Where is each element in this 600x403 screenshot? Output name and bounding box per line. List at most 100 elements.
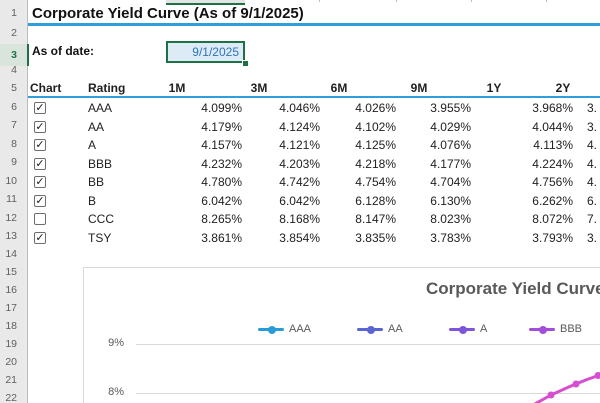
column-header-chart[interactable]: Chart [30,81,62,95]
value-cell-1m[interactable]: 8.265% [201,212,242,227]
column-header-2y[interactable]: 2Y [555,81,571,95]
row-number-10[interactable]: 10 [5,175,17,187]
checkbox-ccc[interactable] [34,213,46,226]
value-cell-1m[interactable]: 4.099% [201,101,242,115]
value-cell-1m[interactable]: 4.157% [201,138,242,153]
value-cell-2y-partial[interactable]: 4. [587,138,598,153]
value-cell-1m[interactable]: 4.232% [201,156,242,171]
checkbox-bbb[interactable]: ✓ [34,157,46,170]
value-cell-1y[interactable]: 4.113% [533,138,573,153]
value-cell-6m[interactable]: 4.102% [355,119,396,134]
value-cell-1y[interactable]: 4.044% [532,119,573,134]
value-cell-6m[interactable]: 4.026% [355,101,396,115]
value-cell-9m[interactable]: 3.783% [430,230,471,245]
checkbox-aaa[interactable]: ✓ [34,102,46,114]
column-header-1m[interactable]: 1M [168,81,186,95]
rating-cell[interactable]: AA [88,119,105,134]
column-header-3m[interactable]: 3M [250,81,268,95]
value-cell-2y-partial[interactable]: 3. [587,119,598,134]
value-cell-1y[interactable]: 4.756% [532,175,573,190]
row-number-9[interactable]: 9 [11,156,17,168]
value-cell-6m[interactable]: 4.125% [355,138,396,153]
value-cell-2y-partial[interactable]: 7. [587,212,598,227]
row-number-6[interactable]: 6 [11,101,17,113]
legend-item-bbb[interactable]: BBB [529,322,599,336]
row-number-3[interactable]: 3 [0,44,29,66]
value-cell-1y[interactable]: 3.968% [532,101,573,115]
value-cell-6m[interactable]: 4.218% [355,156,396,171]
row-number-18[interactable]: 18 [5,320,17,332]
legend-item-aaa[interactable]: AAA [258,322,328,336]
value-cell-1m[interactable]: 4.179% [201,119,242,134]
value-cell-1m[interactable]: 3.861% [201,230,242,245]
value-cell-9m[interactable]: 3.955% [430,101,471,115]
value-cell-1y[interactable]: 3.793% [532,230,573,245]
value-cell-3m[interactable]: 4.121% [279,138,320,153]
row-number-11[interactable]: 11 [6,193,17,205]
value-cell-9m[interactable]: 6.130% [430,193,471,208]
value-cell-6m[interactable]: 6.128% [355,193,396,208]
legend-item-a[interactable]: A [449,322,519,336]
value-cell-6m[interactable]: 8.147% [355,212,396,227]
column-header-rating[interactable]: Rating [88,81,126,95]
row-number-21[interactable]: 21 [5,374,17,386]
value-cell-2y-partial[interactable]: 6. [587,193,598,208]
checkbox-bb[interactable]: ✓ [34,176,46,189]
value-cell-1m[interactable]: 6.042% [201,193,242,208]
rating-cell[interactable]: TSY [88,230,112,245]
value-cell-9m[interactable]: 4.704% [430,175,471,190]
value-cell-3m[interactable]: 4.046% [279,101,320,115]
value-cell-1y[interactable]: 6.262% [532,193,573,208]
row-number-2[interactable]: 2 [11,27,17,39]
row-number-19[interactable]: 19 [5,338,17,350]
value-cell-9m[interactable]: 4.076% [430,138,471,153]
row-number-13[interactable]: 13 [5,230,17,242]
value-cell-3m[interactable]: 4.203% [279,156,320,171]
value-cell-1y[interactable]: 4.224% [532,156,573,171]
row-number-17[interactable]: 17 [5,302,17,314]
checkbox-b[interactable]: ✓ [34,194,46,207]
row-number-16[interactable]: 16 [5,284,17,296]
legend-item-aa[interactable]: AA [357,322,427,336]
value-cell-9m[interactable]: 4.029% [430,119,471,134]
row-number-1[interactable]: 1 [11,7,17,19]
value-cell-2y-partial[interactable]: 3. [587,230,598,245]
checkbox-tsy[interactable]: ✓ [34,231,46,244]
value-cell-3m[interactable]: 8.168% [279,212,320,227]
value-cell-2y-partial[interactable]: 4. [587,175,598,190]
row-number-22[interactable]: 22 [5,392,17,403]
rating-cell[interactable]: A [88,138,97,153]
rating-cell[interactable]: B [88,193,97,208]
column-header-1y[interactable]: 1Y [486,81,502,95]
value-cell-3m[interactable]: 3.854% [279,230,320,245]
value-cell-3m[interactable]: 4.124% [279,119,320,134]
value-cell-3m[interactable]: 4.742% [279,175,320,190]
row-number-20[interactable]: 20 [5,356,17,368]
row-number-4[interactable]: 4 [11,64,17,76]
value-cell-6m[interactable]: 3.835% [355,230,396,245]
value-cell-1m[interactable]: 4.780% [201,175,242,190]
rating-cell[interactable]: BB [88,175,105,190]
value-cell-9m[interactable]: 4.177% [430,156,471,171]
column-header-9m[interactable]: 9M [410,81,428,95]
value-cell-2y-partial[interactable]: 3. [587,101,598,115]
column-header-6m[interactable]: 6M [330,81,348,95]
checkbox-a[interactable]: ✓ [34,139,46,152]
value-cell-1y[interactable]: 8.072% [532,212,573,227]
row-number-12[interactable]: 12 [5,212,17,224]
rating-cell[interactable]: BBB [88,156,113,171]
value-cell-3m[interactable]: 6.042% [279,193,320,208]
checkbox-aa[interactable]: ✓ [34,120,46,133]
yield-curve-chart[interactable]: Corporate Yield Curve 9% 8% AAA AA A BBB [83,267,600,403]
value-cell-6m[interactable]: 4.754% [355,175,396,190]
row-number-14[interactable]: 14 [5,248,17,260]
row-number-15[interactable]: 15 [5,266,17,278]
value-cell-2y-partial[interactable]: 4. [587,156,598,171]
rating-cell[interactable]: AAA [88,101,113,115]
as-of-date-cell[interactable]: 9/1/2025 [166,41,245,63]
row-number-5[interactable]: 5 [11,82,17,94]
cell-fill-handle[interactable] [242,60,249,67]
row-number-7[interactable]: 7 [11,119,17,131]
row-number-8[interactable]: 8 [11,138,17,150]
rating-cell[interactable]: CCC [88,212,114,227]
